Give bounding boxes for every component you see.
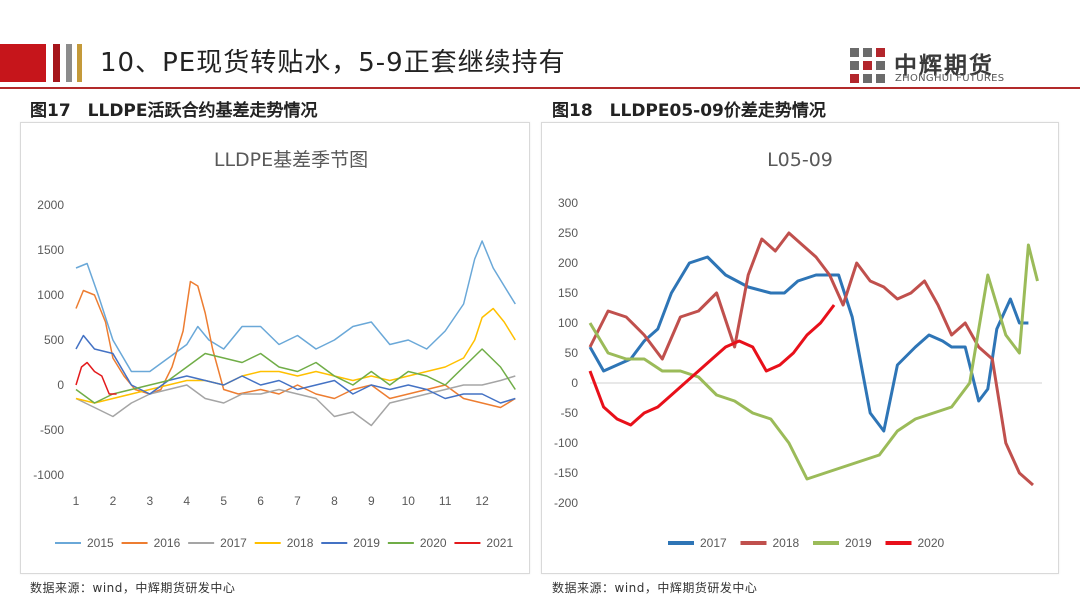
x-tick-label: 11 [439, 494, 452, 508]
y-tick-label: 150 [558, 286, 578, 300]
series-line-2018 [588, 231, 1034, 487]
y-tick-label: 300 [558, 196, 578, 210]
x-tick-label: 2 [110, 494, 117, 508]
header-divider [0, 87, 1080, 89]
series-line-2019 [588, 243, 1039, 481]
chart-panel-basis: LLDPE基差季节图 2000 1500 1000 500 0 -500 -1000 1 2 3 4 5… [20, 122, 530, 574]
y-tick-label: 1500 [37, 243, 64, 257]
chart-panel-spread: L05-09 300 250 200 150 100 50 0 -50 -100 -150 -200 2… [541, 122, 1059, 574]
figure-caption: 图17 LLDPE活跃合约基差走势情况 [30, 101, 318, 121]
series-line-2020 [588, 304, 836, 427]
header-red-block [0, 44, 46, 82]
y-tick-label: 2000 [37, 198, 64, 212]
series-line-2017 [588, 255, 1029, 433]
x-tick-label: 8 [331, 494, 338, 508]
y-tick-label: 0 [571, 376, 578, 390]
y-tick-label: 250 [558, 226, 578, 240]
y-tick-label: -150 [554, 466, 578, 480]
y-tick-label: 100 [558, 316, 578, 330]
x-tick-label: 9 [368, 494, 375, 508]
chart-title: LLDPE基差季节图 [214, 149, 368, 171]
x-tick-label: 4 [183, 494, 190, 508]
y-tick-label: -500 [40, 423, 64, 437]
header-accent-bar [66, 44, 72, 82]
x-tick-label: 5 [220, 494, 227, 508]
legend-label: 2019 [845, 536, 872, 550]
legend-label: 2019 [353, 536, 380, 550]
y-tick-label: -200 [554, 496, 578, 510]
y-tick-label: -1000 [33, 468, 64, 482]
series-line-2020 [75, 348, 516, 404]
chart-title: L05-09 [767, 149, 833, 171]
page-title: 10、PE现货转贴水，5-9正套继续持有 [100, 48, 566, 78]
legend-label: 2018 [773, 536, 800, 550]
series-line-2021 [75, 361, 117, 395]
legend-label: 2018 [287, 536, 314, 550]
legend-label: 2020 [918, 536, 945, 550]
logo-text-en: ZHONGHUI FUTURES [895, 73, 1005, 84]
logo-grid-icon [850, 48, 885, 83]
y-tick-label: 0 [57, 378, 64, 392]
logo-text-cn: 中辉期货 [894, 53, 994, 79]
legend-label: 2017 [700, 536, 727, 550]
series-line-2017 [75, 375, 516, 427]
legend-label: 2016 [154, 536, 181, 550]
x-tick-label: 10 [402, 494, 416, 508]
series-line-2015 [75, 240, 516, 373]
legend-label: 2021 [486, 536, 513, 550]
y-tick-label: 200 [558, 256, 578, 270]
header-accent-bar [53, 44, 60, 82]
legend-label: 2017 [220, 536, 247, 550]
spread-chart: L05-09 300 250 200 150 100 50 0 -50 -100 -150 -200 2… [554, 149, 1042, 550]
company-logo: 中辉期货 ZHONGHUI FUTURES [850, 46, 1040, 86]
y-tick-label: -50 [561, 406, 579, 420]
data-source-note: 数据来源：wind，中辉期货研发中心 [30, 581, 236, 595]
legend-label: 2020 [420, 536, 447, 550]
x-tick-label: 7 [294, 494, 301, 508]
y-tick-label: 500 [44, 333, 64, 347]
series-line-2018 [75, 307, 516, 404]
x-tick-label: 1 [73, 494, 80, 508]
y-tick-label: 1000 [37, 288, 64, 302]
series-line-2019 [75, 334, 516, 404]
y-tick-label: 50 [565, 346, 579, 360]
x-tick-label: 12 [475, 494, 489, 508]
x-tick-label: 3 [146, 494, 153, 508]
header-accent-bar [77, 44, 82, 82]
y-tick-label: -100 [554, 436, 578, 450]
x-tick-label: 6 [257, 494, 264, 508]
legend-label: 2015 [87, 536, 114, 550]
figure-caption: 图18 LLDPE05-09价差走势情况 [552, 101, 826, 121]
data-source-note: 数据来源：wind，中辉期货研发中心 [552, 581, 758, 595]
series-line-2016 [75, 280, 516, 409]
